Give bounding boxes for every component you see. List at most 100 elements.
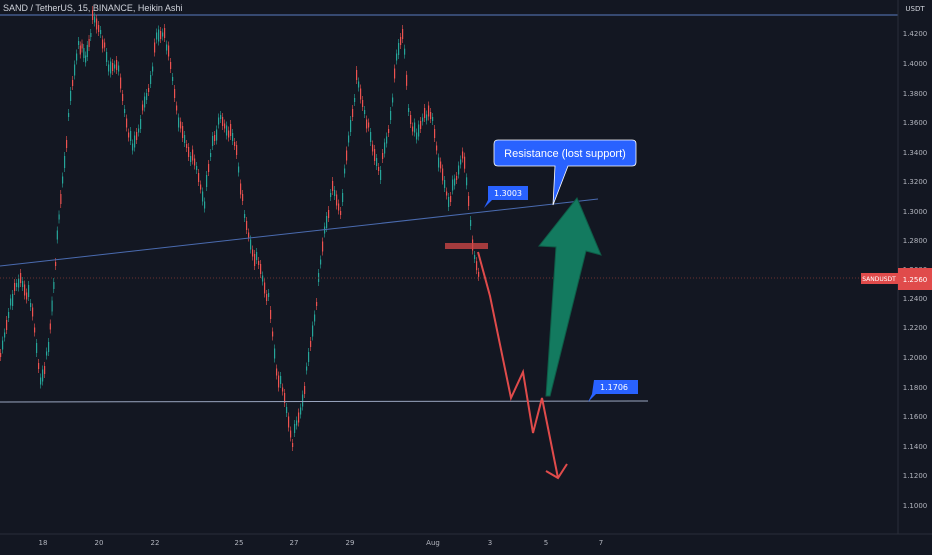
candle-body (26, 292, 28, 300)
price-tick-label: 1.1200 (903, 472, 928, 480)
green-up-arrow[interactable] (538, 197, 602, 397)
candle-body (448, 197, 450, 207)
candle-body (236, 145, 238, 155)
candle-body (398, 43, 400, 55)
currency-label: USDT (905, 5, 925, 13)
candle-body (292, 443, 294, 447)
candle-body (244, 214, 246, 218)
candle-body (168, 45, 170, 57)
candle-body (158, 29, 160, 42)
candle-body (388, 129, 390, 133)
candle-body (79, 45, 81, 55)
candle-body (428, 105, 430, 117)
candle-body (156, 32, 158, 40)
candle-body (440, 161, 442, 169)
candle-body (198, 173, 200, 182)
candle-body (416, 132, 418, 140)
candle-body (446, 191, 448, 196)
candle-body (300, 407, 302, 415)
candle-body (108, 64, 110, 72)
candle-body (142, 104, 144, 111)
candle-body (246, 221, 248, 230)
support-price-label[interactable]: 1.1706 (588, 380, 638, 402)
candle-body (376, 158, 378, 166)
candle-body (342, 193, 344, 202)
candle-body (326, 216, 328, 228)
candle-body (146, 93, 148, 100)
candle-body (298, 412, 300, 423)
candle-body (150, 75, 152, 84)
candle-body (454, 178, 456, 186)
candle-body (70, 91, 72, 101)
candle-body (250, 239, 252, 250)
candle-body (286, 407, 288, 413)
candle-body (184, 135, 186, 143)
candle-body (24, 284, 26, 296)
resistance-label-text: 1.3003 (494, 189, 522, 198)
projected-drop-path[interactable] (477, 251, 559, 479)
candle-body (53, 282, 55, 289)
candle-body (400, 37, 402, 45)
price-axis[interactable]: USDT 1.4200 1.4000 1.3800 1.3600 1.3400 1.320… (897, 0, 932, 534)
candle-body (458, 165, 460, 175)
breakdown-box[interactable] (445, 243, 488, 249)
candle-body (394, 68, 396, 79)
candle-body (334, 190, 336, 196)
candle-body (46, 351, 48, 356)
candle-body (304, 386, 306, 394)
time-tick-label: Aug (426, 539, 440, 547)
candle-body (412, 126, 414, 132)
candle-body (238, 166, 240, 173)
resistance-callout[interactable]: Resistance (lost support) (493, 139, 637, 206)
candle-body (478, 271, 480, 277)
candle-body (122, 94, 124, 101)
candle-body (60, 194, 62, 204)
chart-title: SAND / TetherUS, 15, BINANCE, Heikin Ash… (3, 3, 183, 13)
candle-body (2, 340, 4, 350)
candle-body (166, 44, 168, 51)
candle-body (352, 109, 354, 117)
candle-body (68, 113, 70, 117)
candle-body (232, 133, 234, 141)
candle-body (120, 77, 122, 89)
candle-body (242, 194, 244, 201)
candle-body (36, 343, 38, 353)
candle-body (192, 149, 194, 161)
candle-body (322, 241, 324, 252)
candle-body (224, 123, 226, 129)
candle-body (202, 191, 204, 202)
time-axis[interactable]: 18 20 22 25 27 29 Aug 3 5 7 (0, 533, 932, 550)
candle-body (106, 52, 108, 62)
candle-body (320, 259, 322, 265)
candle-body (124, 109, 126, 113)
candle-body (22, 281, 24, 287)
candle-body (214, 135, 216, 141)
candle-body (112, 63, 114, 71)
candle-body (136, 132, 138, 140)
price-tick-label: 1.3400 (903, 149, 928, 157)
candle-body (312, 325, 314, 337)
candle-body (48, 342, 50, 352)
candle-body (78, 41, 80, 45)
resistance-price-label[interactable]: 1.3003 (484, 186, 528, 208)
candle-body (174, 89, 176, 98)
candle-body (434, 129, 436, 138)
candle-body (38, 363, 40, 369)
projected-drop-arrowhead (545, 463, 568, 480)
candle-body (340, 211, 342, 215)
candle-body (34, 327, 36, 333)
candle-body (56, 230, 58, 240)
support-line[interactable] (0, 400, 649, 403)
candle-body (462, 151, 464, 159)
candle-body (172, 77, 174, 81)
price-tick-label: 1.1400 (903, 443, 928, 451)
price-tick-label: 1.3600 (903, 119, 928, 127)
price-tick-label: 1.2200 (903, 324, 928, 332)
candle-body (162, 32, 164, 37)
candles-group (0, 6, 480, 451)
candle-body (4, 332, 6, 338)
candle-body (264, 282, 266, 294)
resistance-trendline[interactable] (0, 198, 599, 267)
